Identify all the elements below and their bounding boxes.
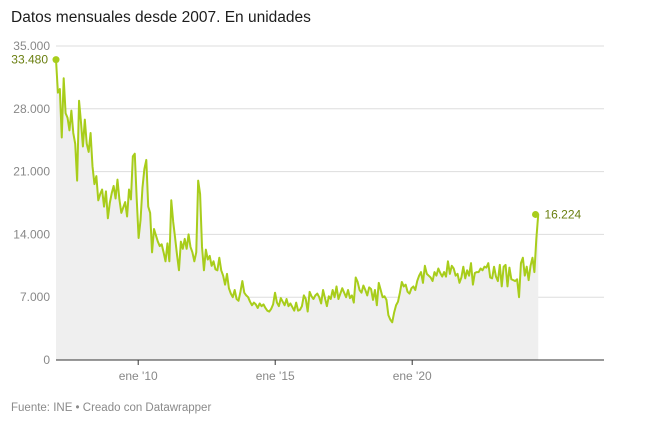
annotation-point	[52, 56, 60, 64]
axes: 0 7.000 14.000 21.000 28.000 35.000 ene '10 ene…	[13, 39, 604, 383]
annotation-label: 16.224	[545, 207, 582, 221]
x-tick-label: ene '15	[256, 369, 295, 383]
area-shape	[56, 59, 539, 360]
area-fill	[56, 59, 539, 360]
footer-source: Fuente: INE • Creado con Datawrapper	[11, 402, 212, 414]
annotation-label: 33.480	[11, 53, 48, 67]
y-tick-label: 14.000	[13, 227, 50, 241]
series-line	[55, 58, 540, 324]
chart-title: Datos mensuales desde 2007. En unidades	[11, 9, 311, 26]
x-tick-label: ene '20	[393, 369, 432, 383]
y-tick-label: 35.000	[13, 39, 50, 53]
annotation-point	[532, 210, 539, 218]
y-tick-label: 7.000	[20, 290, 50, 304]
series-path	[55, 58, 540, 324]
annotations: 33.480 16.224	[11, 53, 581, 222]
y-tick-label: 0	[43, 353, 50, 367]
y-tick-label: 21.000	[13, 165, 50, 179]
y-tick-label: 28.000	[13, 102, 50, 116]
x-tick-label: ene '10	[119, 369, 158, 383]
